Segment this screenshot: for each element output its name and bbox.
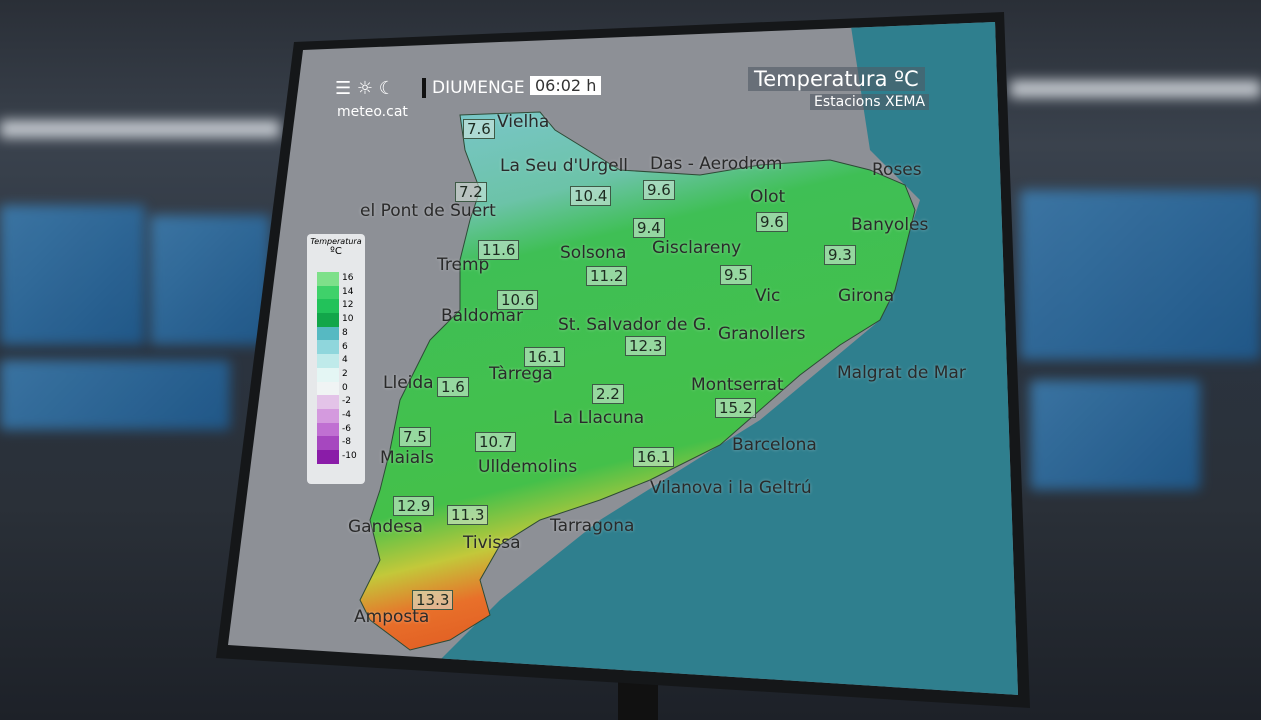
place-label: Maials <box>380 448 434 468</box>
legend-color-step <box>317 367 339 382</box>
legend-tick-label: 8 <box>342 327 348 338</box>
legend-color-step <box>317 449 339 464</box>
legend-tick-label: -4 <box>342 410 351 421</box>
place-label: el Pont de Suert <box>360 201 496 221</box>
background-screen <box>0 205 145 345</box>
place-label: Tivissa <box>463 533 521 553</box>
temperature-value: 7.5 <box>399 427 431 447</box>
temperature-value: 9.5 <box>720 265 752 285</box>
temperature-value: 10.6 <box>497 290 539 310</box>
place-label: Montserrat <box>691 375 784 395</box>
temperature-value: 1.6 <box>437 377 469 397</box>
legend-tick-label: 2 <box>342 368 348 379</box>
temperature-value: 2.2 <box>592 384 624 404</box>
legend-color-bar <box>317 272 339 464</box>
place-label: Gisclareny <box>652 238 742 258</box>
place-label: Vic <box>755 286 781 306</box>
legend-tick-label: 4 <box>342 355 348 366</box>
meteocat-logo: ☰ ☼ ☾ <box>335 78 395 99</box>
studio-light <box>0 120 280 138</box>
place-label: Vielha <box>497 112 550 132</box>
map-title: Temperatura ºC <box>748 67 925 91</box>
legend-color-step <box>317 354 339 368</box>
place-label: Banyoles <box>851 215 929 235</box>
temperature-value: 9.3 <box>824 245 856 265</box>
place-label: Solsona <box>560 243 627 263</box>
legend-color-step <box>317 340 339 355</box>
legend-tick-label: -10 <box>342 451 357 462</box>
temperature-value: 16.1 <box>524 347 566 367</box>
place-label: Tremp <box>437 255 490 275</box>
legend-tick-label: 10 <box>342 314 354 325</box>
place-label: La Seu d'Urgell <box>500 156 629 176</box>
temperature-legend: Temperatura ºC 16 14 12 10 8 6 4 2 0 -2 -4 -6 -8 -10 <box>307 234 365 484</box>
legend-tick-label: -6 <box>342 423 351 434</box>
temperature-value: 10.7 <box>475 432 517 452</box>
temperature-value: 16.1 <box>633 447 675 467</box>
background-screen <box>1020 190 1261 360</box>
place-label: Roses <box>872 160 922 180</box>
place-label: La Llacuna <box>553 408 645 428</box>
temperature-value: 9.6 <box>756 212 788 232</box>
legend-color-step <box>317 395 339 409</box>
legend-tick-label: 0 <box>342 382 348 393</box>
legend-color-step <box>317 436 339 450</box>
place-label: Olot <box>750 187 786 207</box>
legend-color-step <box>317 272 339 286</box>
legend-color-step <box>317 326 339 341</box>
place-label: Tàrrega <box>489 364 553 384</box>
legend-tick-label: -8 <box>342 437 351 448</box>
background-screen <box>0 360 230 430</box>
legend-title: Temperatura <box>310 237 362 246</box>
temperature-value: 9.6 <box>643 180 675 200</box>
place-label: Das - Aerodrom <box>650 154 783 174</box>
temperature-value: 9.4 <box>633 218 665 238</box>
place-label: Gandesa <box>348 517 423 537</box>
time-label: 06:02 h <box>530 76 602 95</box>
legend-color-step <box>317 381 339 396</box>
place-label: St. Salvador de G. <box>558 315 712 335</box>
legend-unit: ºC <box>330 246 342 257</box>
monitor-stand <box>618 680 658 720</box>
map-subtitle: Estacions XEMA <box>810 94 930 110</box>
legend-tick-label: 12 <box>342 300 354 311</box>
temperature-value: 13.3 <box>412 590 454 610</box>
place-label: Tarragona <box>550 516 635 536</box>
legend-color-step <box>317 408 339 423</box>
legend-tick-label: -2 <box>342 396 351 407</box>
legend-color-step <box>317 285 339 300</box>
place-label: Vilanova i la Geltrú <box>650 478 812 498</box>
temperature-value: 11.2 <box>586 266 628 286</box>
studio-light <box>1010 80 1261 98</box>
place-label: Amposta <box>354 607 430 627</box>
legend-tick-label: 14 <box>342 286 354 297</box>
place-label: Ulldemolins <box>478 457 578 477</box>
temperature-value: 11.3 <box>447 505 489 525</box>
temperature-value: 12.9 <box>393 496 435 516</box>
place-label: Baldomar <box>441 306 523 326</box>
background-screen <box>150 215 270 345</box>
place-label: Malgrat de Mar <box>837 363 966 383</box>
legend-color-step <box>317 299 339 314</box>
legend-color-step <box>317 422 339 437</box>
temperature-value: 10.4 <box>570 186 612 206</box>
temperature-value: 15.2 <box>715 398 757 418</box>
legend-tick-label: 6 <box>342 341 348 352</box>
place-label: Granollers <box>718 324 806 344</box>
temperature-value: 7.6 <box>463 119 495 139</box>
logo-text: meteo.cat <box>337 104 408 120</box>
temperature-value: 12.3 <box>625 336 667 356</box>
sea <box>440 22 1018 695</box>
temperature-value: 11.6 <box>478 240 520 260</box>
legend-tick-label: 16 <box>342 273 354 283</box>
day-label: DIUMENGE <box>422 78 525 98</box>
place-label: Girona <box>838 286 895 306</box>
background-screen <box>1030 380 1200 490</box>
place-label: Lleida <box>383 373 434 393</box>
place-label: Barcelona <box>732 435 817 455</box>
legend-color-step <box>317 313 339 327</box>
temperature-value: 7.2 <box>455 182 487 202</box>
